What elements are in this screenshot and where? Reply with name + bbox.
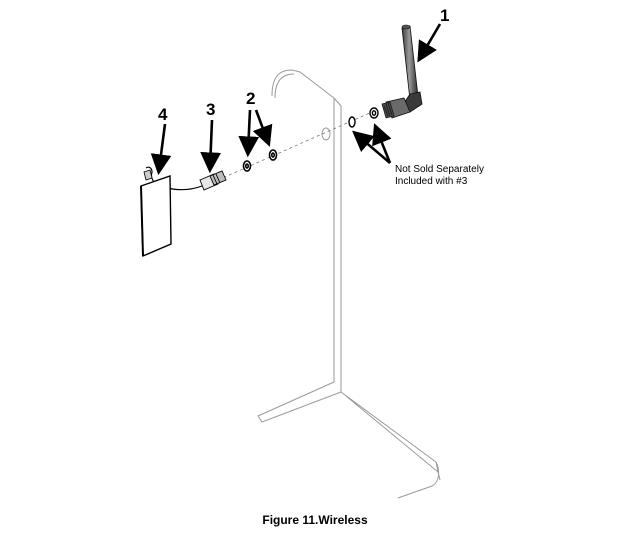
callout-4-arrow	[150, 123, 172, 176]
callout-2-label: 2	[246, 89, 255, 108]
mounting-bracket	[257, 69, 441, 499]
callout-3-label: 3	[206, 100, 215, 119]
antenna	[381, 24, 423, 119]
callout-3-arrow	[200, 119, 222, 174]
note-arrow-left	[352, 130, 391, 164]
callout-arrows	[150, 23, 442, 176]
assembly-axis-line	[217, 111, 373, 181]
antenna-cable	[145, 166, 203, 191]
callout-2-arrow-left	[238, 109, 260, 158]
note-line-2: Included with #3	[395, 176, 468, 187]
washers	[242, 149, 278, 172]
antenna-washers	[348, 107, 379, 128]
bulkhead-connector	[199, 170, 227, 191]
note-line-1: Not Sold Separately	[395, 164, 484, 175]
callout-1-label: 1	[440, 6, 449, 25]
callout-2-arrow-right	[252, 109, 273, 147]
note-arrow-right	[372, 123, 392, 164]
wireless-module	[140, 169, 172, 258]
callout-1-arrow	[417, 23, 442, 63]
figure-caption: Figure 11.Wireless	[262, 513, 368, 527]
callout-4-label: 4	[158, 105, 168, 124]
